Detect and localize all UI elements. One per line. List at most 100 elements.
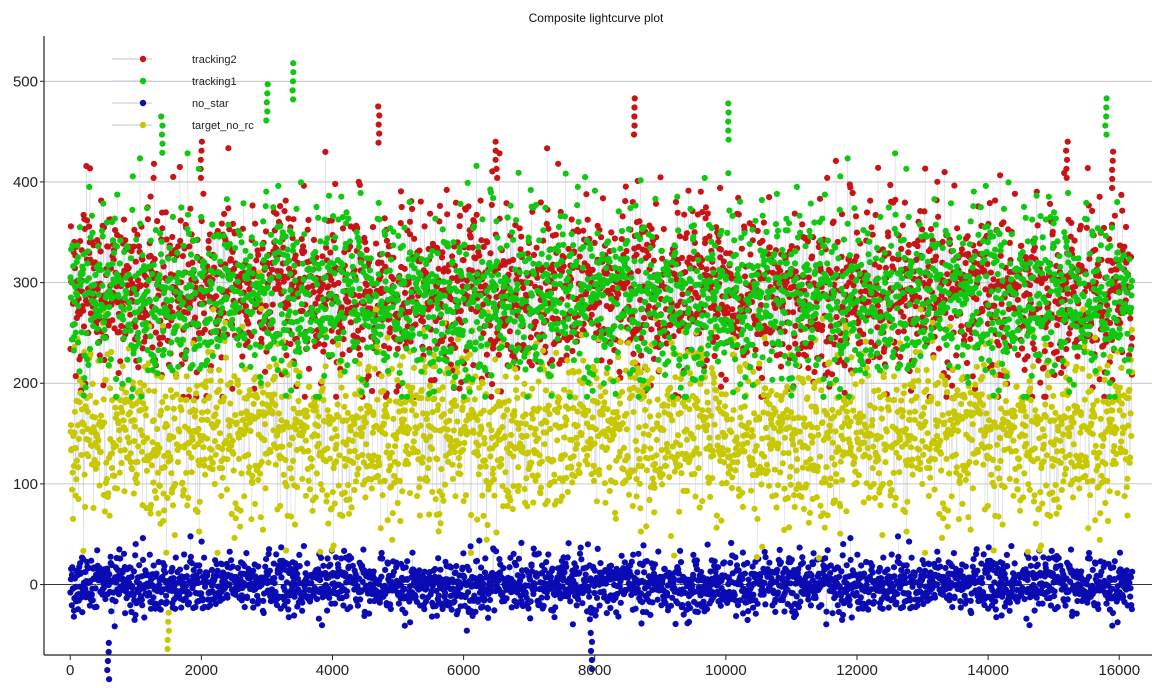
data-point: [934, 179, 940, 185]
data-point: [333, 554, 339, 560]
data-point: [635, 268, 641, 274]
data-point: [974, 546, 980, 552]
data-point: [1026, 555, 1032, 561]
data-point: [533, 319, 539, 325]
data-point: [141, 614, 147, 620]
data-point: [865, 358, 871, 364]
data-point: [262, 564, 268, 570]
data-point: [592, 613, 598, 619]
data-point: [789, 243, 795, 249]
data-point: [485, 615, 491, 621]
data-point: [900, 604, 906, 610]
data-point: [484, 239, 490, 245]
data-point: [548, 574, 554, 580]
data-point: [198, 157, 204, 163]
data-point: [789, 557, 795, 563]
data-point: [840, 552, 846, 558]
data-point: [287, 341, 293, 347]
data-point: [86, 223, 92, 229]
data-point: [267, 568, 273, 574]
data-point: [89, 592, 95, 598]
data-point: [739, 576, 745, 582]
data-point: [1007, 600, 1013, 606]
data-point: [277, 203, 283, 209]
data-point: [371, 568, 377, 574]
data-point: [729, 306, 735, 312]
data-point: [285, 598, 291, 604]
data-point: [271, 580, 277, 586]
data-point: [778, 364, 784, 370]
data-point: [487, 250, 493, 256]
data-point: [574, 602, 580, 608]
data-point: [657, 174, 663, 180]
data-point: [805, 597, 811, 603]
data-point: [993, 606, 999, 612]
data-point: [667, 322, 673, 328]
data-point: [870, 570, 876, 576]
data-point: [545, 551, 551, 557]
data-point: [285, 302, 291, 308]
data-point: [456, 386, 462, 392]
data-point: [1068, 220, 1074, 226]
data-point: [569, 216, 575, 222]
data-point: [854, 230, 860, 236]
data-point: [470, 245, 476, 251]
data-point: [631, 104, 637, 110]
data-point: [631, 123, 637, 129]
data-point: [641, 315, 647, 321]
data-point: [529, 362, 535, 368]
data-point: [457, 213, 463, 219]
data-point: [420, 318, 426, 324]
data-point: [1030, 340, 1036, 346]
data-point: [1015, 352, 1021, 358]
data-point: [93, 604, 99, 610]
data-point: [871, 593, 877, 599]
data-point: [504, 595, 510, 601]
data-point: [326, 595, 332, 601]
data-point: [327, 249, 333, 255]
data-point: [830, 610, 836, 616]
data-point: [148, 194, 154, 200]
data-point: [121, 551, 127, 557]
data-point: [1129, 335, 1135, 341]
data-point: [824, 175, 830, 181]
data-point: [793, 611, 799, 617]
data-point: [690, 552, 696, 558]
data-point: [684, 230, 690, 236]
data-point: [192, 315, 198, 321]
data-point: [481, 598, 487, 604]
data-point: [620, 213, 626, 219]
data-point: [81, 323, 87, 329]
data-point: [466, 567, 472, 573]
data-point: [84, 217, 90, 223]
data-point: [260, 598, 266, 604]
data-point: [448, 336, 454, 342]
data-point: [840, 612, 846, 618]
data-point: [1054, 322, 1060, 328]
data-point: [399, 204, 405, 210]
data-point: [435, 555, 441, 561]
data-point: [518, 234, 524, 240]
data-point: [677, 233, 683, 239]
data-point: [461, 257, 467, 263]
data-point: [1058, 370, 1064, 376]
data-point: [566, 540, 572, 546]
data-point: [1119, 208, 1125, 214]
data-point: [496, 556, 502, 562]
data-point: [997, 172, 1003, 178]
data-point: [369, 388, 375, 394]
data-point: [914, 602, 920, 608]
data-point: [139, 602, 145, 608]
data-point: [158, 607, 164, 613]
data-point: [616, 369, 622, 375]
data-point: [1078, 223, 1084, 229]
data-point: [750, 592, 756, 598]
data-point: [362, 239, 368, 245]
data-point: [517, 225, 523, 231]
data-point: [922, 166, 928, 172]
data-point: [461, 574, 467, 580]
data-point: [1110, 149, 1116, 155]
data-point: [745, 617, 751, 623]
data-point: [570, 621, 576, 627]
data-point: [552, 604, 558, 610]
